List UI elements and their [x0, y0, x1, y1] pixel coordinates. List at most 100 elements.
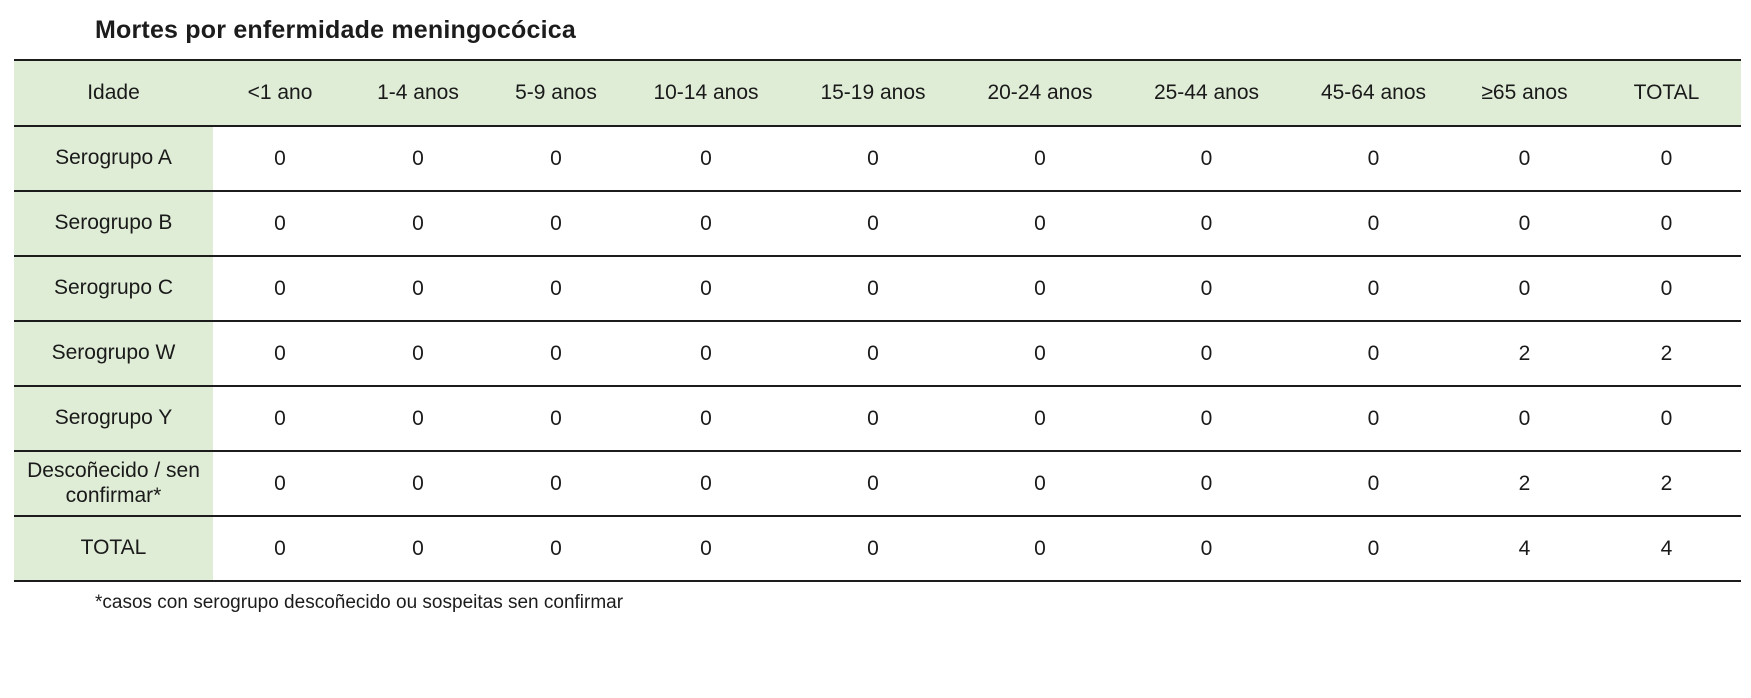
table-row: TOTAL 0 0 0 0 0 0 0 0 4 4 — [14, 516, 1741, 581]
value-cell: 0 — [700, 146, 712, 170]
value-cell: 0 — [1200, 146, 1213, 170]
value-cell: 0 — [1200, 276, 1213, 300]
table-row: Descoñecido / sen confirmar* 0 0 0 0 0 0 0 0 2 2 — [14, 451, 1741, 516]
table-row: Serogrupo W 0 0 0 0 0 0 0 0 2 2 — [14, 321, 1741, 386]
column-header: 25-44 anos — [1123, 60, 1290, 126]
value-cell: 0 — [1660, 211, 1673, 235]
row-label: Serogrupo A — [14, 126, 213, 191]
column-header: 20-24 anos — [957, 60, 1123, 126]
value-cell: 0 — [700, 276, 712, 300]
value-cell: 0 — [550, 536, 562, 560]
value-cell: 0 — [700, 341, 712, 365]
row-label: Serogrupo Y — [14, 386, 213, 451]
value-cell: 0 — [1660, 276, 1673, 300]
column-header: 1-4 anos — [347, 60, 489, 126]
column-header: 5-9 anos — [489, 60, 623, 126]
value-cell: 0 — [550, 471, 562, 495]
column-header: 10-14 anos — [623, 60, 789, 126]
page-title: Mortes por enfermidade meningocócica — [95, 16, 576, 44]
value-cell: 0 — [1367, 211, 1380, 235]
value-cell: 0 — [1660, 146, 1673, 170]
value-cell: 0 — [1034, 406, 1046, 430]
value-cell: 0 — [700, 536, 712, 560]
row-label: Serogrupo W — [14, 321, 213, 386]
value-cell: 2 — [1518, 341, 1531, 365]
value-cell: 0 — [412, 341, 424, 365]
value-cell: 0 — [1200, 406, 1213, 430]
row-label: Serogrupo C — [14, 256, 213, 321]
value-cell: 0 — [274, 211, 286, 235]
value-cell: 0 — [1367, 536, 1380, 560]
table-row: Serogrupo A 0 0 0 0 0 0 0 0 0 0 — [14, 126, 1741, 191]
value-cell: 2 — [1660, 341, 1673, 365]
value-cell: 0 — [1518, 276, 1531, 300]
value-cell: 0 — [1034, 211, 1046, 235]
value-cell: 0 — [274, 471, 286, 495]
table-row: Serogrupo C 0 0 0 0 0 0 0 0 0 0 — [14, 256, 1741, 321]
value-cell: 0 — [274, 276, 286, 300]
value-cell: 0 — [1200, 211, 1213, 235]
value-cell: 0 — [867, 146, 879, 170]
table-body: Serogrupo A 0 0 0 0 0 0 0 0 0 0 Serogrupo B 0 0 0 0 0 0 0 0… — [14, 126, 1741, 581]
deaths-by-serogroup-table: Idade <1 ano 1-4 anos 5-9 anos 10-14 anos 15-… — [14, 59, 1741, 582]
value-cell: 0 — [867, 536, 879, 560]
value-cell: 0 — [412, 536, 424, 560]
table-row: Serogrupo Y 0 0 0 0 0 0 0 0 0 0 — [14, 386, 1741, 451]
value-cell: 2 — [1660, 471, 1673, 495]
header-row: Idade <1 ano 1-4 anos 5-9 anos 10-14 anos 15-… — [14, 60, 1741, 126]
value-cell: 0 — [412, 406, 424, 430]
value-cell: 0 — [412, 211, 424, 235]
value-cell: 0 — [1518, 406, 1531, 430]
column-header: 45-64 anos — [1290, 60, 1457, 126]
value-cell: 0 — [1367, 146, 1380, 170]
column-header: 15-19 anos — [789, 60, 957, 126]
value-cell: 0 — [274, 341, 286, 365]
value-cell: 0 — [867, 471, 879, 495]
row-label: TOTAL — [14, 516, 213, 581]
table-row: Serogrupo B 0 0 0 0 0 0 0 0 0 0 — [14, 191, 1741, 256]
row-label: Serogrupo B — [14, 191, 213, 256]
value-cell: 0 — [1518, 211, 1531, 235]
value-cell: 4 — [1518, 536, 1531, 560]
row-label: Descoñecido / sen confirmar* — [14, 451, 213, 516]
header-cell-idade: Idade — [14, 60, 213, 126]
value-cell: 0 — [550, 341, 562, 365]
column-header: TOTAL — [1592, 60, 1741, 126]
value-cell: 2 — [1518, 471, 1531, 495]
value-cell: 0 — [550, 276, 562, 300]
value-cell: 0 — [1200, 341, 1213, 365]
value-cell: 4 — [1660, 536, 1673, 560]
value-cell: 0 — [412, 471, 424, 495]
value-cell: 0 — [412, 276, 424, 300]
value-cell: 0 — [1367, 341, 1380, 365]
value-cell: 0 — [700, 211, 712, 235]
value-cell: 0 — [1034, 341, 1046, 365]
value-cell: 0 — [1518, 146, 1531, 170]
value-cell: 0 — [274, 406, 286, 430]
value-cell: 0 — [274, 536, 286, 560]
value-cell: 0 — [1367, 276, 1380, 300]
value-cell: 0 — [1367, 406, 1380, 430]
value-cell: 0 — [1660, 406, 1673, 430]
value-cell: 0 — [1034, 276, 1046, 300]
value-cell: 0 — [550, 211, 562, 235]
value-cell: 0 — [1200, 471, 1213, 495]
value-cell: 0 — [550, 146, 562, 170]
value-cell: 0 — [867, 341, 879, 365]
value-cell: 0 — [1200, 536, 1213, 560]
value-cell: 0 — [867, 406, 879, 430]
value-cell: 0 — [550, 406, 562, 430]
value-cell: 0 — [867, 211, 879, 235]
value-cell: 0 — [700, 471, 712, 495]
column-header: <1 ano — [213, 60, 347, 126]
value-cell: 0 — [867, 276, 879, 300]
table-header: Idade <1 ano 1-4 anos 5-9 anos 10-14 anos 15-… — [14, 60, 1741, 126]
value-cell: 0 — [1367, 471, 1380, 495]
value-cell: 0 — [412, 146, 424, 170]
value-cell: 0 — [274, 146, 286, 170]
value-cell: 0 — [700, 406, 712, 430]
column-header: ≥65 anos — [1457, 60, 1592, 126]
value-cell: 0 — [1034, 536, 1046, 560]
value-cell: 0 — [1034, 146, 1046, 170]
